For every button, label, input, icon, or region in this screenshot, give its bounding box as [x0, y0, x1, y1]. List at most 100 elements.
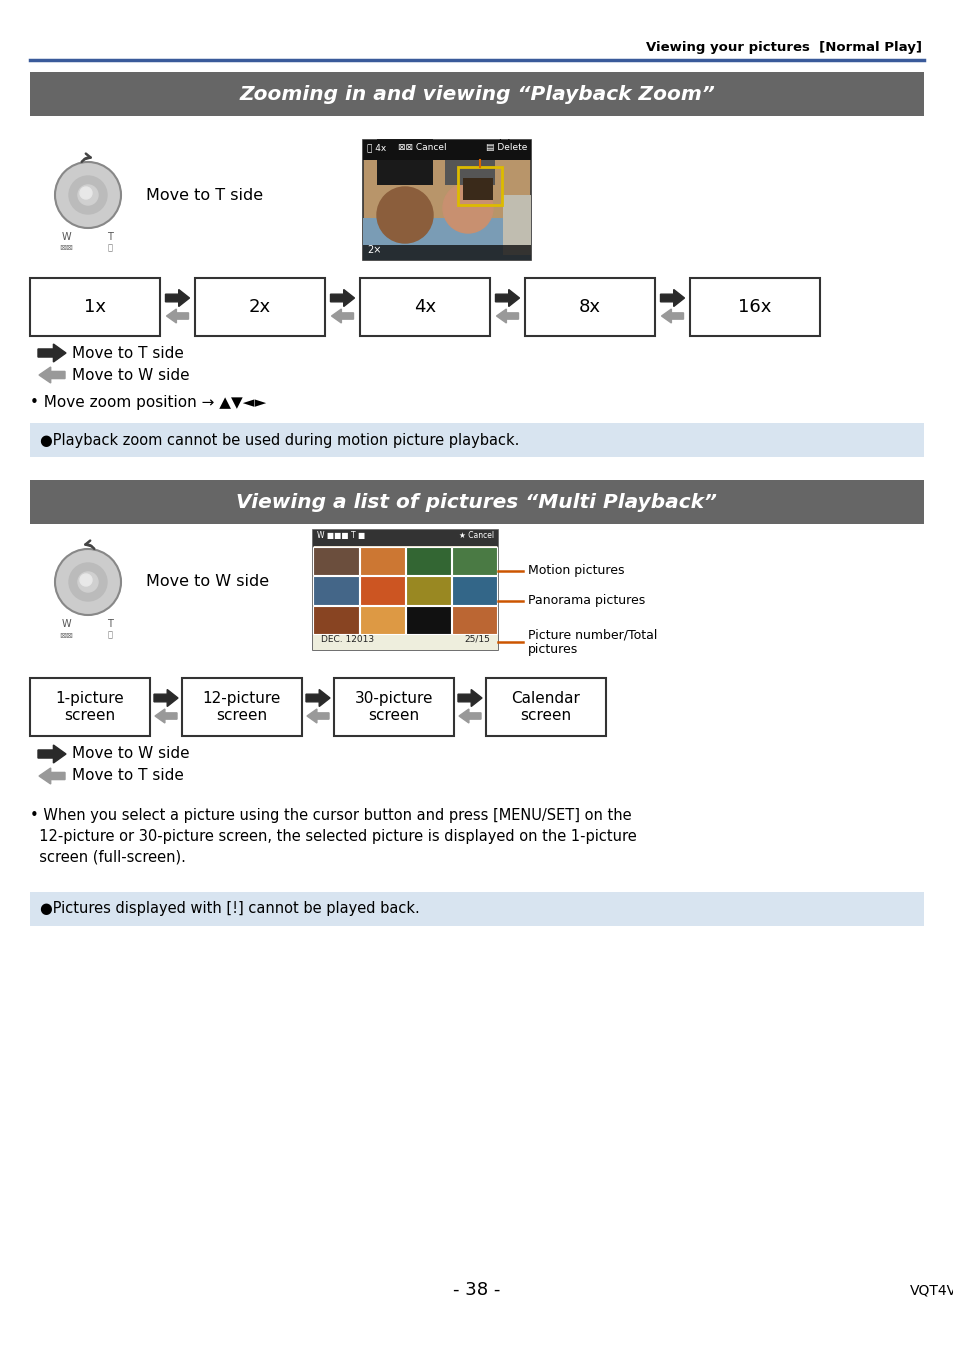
Text: 1-picture
screen: 1-picture screen: [55, 691, 124, 723]
FancyBboxPatch shape: [363, 246, 531, 261]
Text: ★ Cancel: ★ Cancel: [458, 531, 494, 540]
Text: Current zoom position: Current zoom position: [388, 140, 525, 152]
FancyBboxPatch shape: [376, 138, 433, 185]
FancyBboxPatch shape: [313, 531, 497, 546]
Text: Zooming in and viewing “Playback Zoom”: Zooming in and viewing “Playback Zoom”: [239, 84, 714, 103]
Polygon shape: [165, 289, 190, 307]
Circle shape: [78, 185, 98, 205]
Text: Picture number/Total
pictures: Picture number/Total pictures: [527, 628, 657, 655]
Text: W ■■■ T ■: W ■■■ T ■: [316, 531, 365, 540]
Polygon shape: [38, 345, 66, 362]
Polygon shape: [39, 366, 65, 383]
FancyBboxPatch shape: [359, 547, 405, 575]
Text: 16x: 16x: [738, 299, 771, 316]
Text: ⛮ 4x: ⛮ 4x: [367, 142, 386, 152]
FancyBboxPatch shape: [313, 634, 497, 650]
Circle shape: [55, 550, 121, 615]
FancyBboxPatch shape: [359, 577, 405, 605]
Polygon shape: [458, 708, 480, 723]
Text: Viewing a list of pictures “Multi Playback”: Viewing a list of pictures “Multi Playba…: [236, 493, 717, 512]
Circle shape: [376, 187, 433, 243]
Polygon shape: [660, 309, 682, 323]
FancyBboxPatch shape: [452, 577, 497, 605]
FancyBboxPatch shape: [359, 278, 490, 337]
FancyBboxPatch shape: [502, 195, 531, 255]
FancyBboxPatch shape: [30, 892, 923, 925]
Polygon shape: [659, 289, 684, 307]
Text: ⌕: ⌕: [108, 631, 112, 639]
FancyBboxPatch shape: [462, 178, 493, 199]
Polygon shape: [39, 768, 65, 784]
Text: Motion pictures: Motion pictures: [527, 565, 624, 577]
FancyBboxPatch shape: [30, 278, 160, 337]
Text: Move to W side: Move to W side: [71, 368, 190, 383]
Polygon shape: [496, 309, 518, 323]
Text: VQT4V99: VQT4V99: [909, 1282, 953, 1297]
Text: 30-picture
screen: 30-picture screen: [355, 691, 433, 723]
Text: 2×: 2×: [367, 246, 381, 255]
FancyBboxPatch shape: [30, 678, 150, 735]
Text: Move to W side: Move to W side: [146, 574, 269, 589]
Polygon shape: [38, 745, 66, 763]
Text: ⊠⊠ Cancel: ⊠⊠ Cancel: [397, 142, 446, 152]
Text: • When you select a picture using the cursor button and press [MENU/SET] on the
: • When you select a picture using the cu…: [30, 807, 636, 864]
FancyBboxPatch shape: [334, 678, 454, 735]
FancyBboxPatch shape: [194, 278, 325, 337]
FancyBboxPatch shape: [30, 480, 923, 524]
FancyBboxPatch shape: [313, 531, 497, 650]
Text: ⊠⊠: ⊠⊠: [59, 631, 73, 639]
FancyBboxPatch shape: [406, 577, 451, 605]
Text: 2x: 2x: [249, 299, 271, 316]
Text: ⊠⊠: ⊠⊠: [59, 243, 73, 252]
Polygon shape: [331, 309, 354, 323]
Text: Panorama pictures: Panorama pictures: [527, 594, 644, 607]
FancyBboxPatch shape: [485, 678, 605, 735]
FancyBboxPatch shape: [363, 140, 531, 261]
Text: Calendar
screen: Calendar screen: [511, 691, 579, 723]
Circle shape: [80, 187, 91, 199]
Text: Move to T side: Move to T side: [146, 187, 263, 202]
FancyBboxPatch shape: [314, 605, 358, 634]
Text: Move to T side: Move to T side: [71, 346, 184, 361]
FancyBboxPatch shape: [359, 605, 405, 634]
Text: • Move zoom position → ▲▼◄►: • Move zoom position → ▲▼◄►: [30, 395, 266, 411]
Circle shape: [69, 563, 107, 601]
Circle shape: [55, 161, 121, 228]
Text: Move to W side: Move to W side: [71, 746, 190, 761]
FancyBboxPatch shape: [314, 547, 358, 575]
Polygon shape: [307, 708, 329, 723]
FancyBboxPatch shape: [363, 218, 531, 261]
Text: Viewing your pictures  [Normal Play]: Viewing your pictures [Normal Play]: [645, 42, 921, 54]
FancyBboxPatch shape: [363, 140, 531, 160]
FancyBboxPatch shape: [452, 547, 497, 575]
Polygon shape: [153, 689, 178, 707]
FancyBboxPatch shape: [30, 72, 923, 115]
Circle shape: [442, 183, 493, 233]
Text: T: T: [107, 619, 112, 630]
Text: Move to T side: Move to T side: [71, 768, 184, 783]
Polygon shape: [330, 289, 355, 307]
Text: - 38 -: - 38 -: [453, 1281, 500, 1299]
Text: ▤ Delete: ▤ Delete: [485, 142, 526, 152]
Circle shape: [78, 573, 98, 592]
Text: W: W: [61, 619, 71, 630]
Text: W: W: [61, 232, 71, 242]
Polygon shape: [495, 289, 519, 307]
FancyBboxPatch shape: [406, 547, 451, 575]
Text: 8x: 8x: [578, 299, 600, 316]
Polygon shape: [306, 689, 330, 707]
FancyBboxPatch shape: [452, 605, 497, 634]
Circle shape: [80, 574, 91, 586]
Circle shape: [69, 176, 107, 214]
Text: DEC. 12013: DEC. 12013: [320, 635, 374, 645]
Text: ●Pictures displayed with [!] cannot be played back.: ●Pictures displayed with [!] cannot be p…: [40, 901, 419, 916]
FancyBboxPatch shape: [182, 678, 302, 735]
Text: ⌕: ⌕: [108, 243, 112, 252]
Polygon shape: [167, 309, 189, 323]
FancyBboxPatch shape: [444, 142, 495, 185]
Text: 12-picture
screen: 12-picture screen: [203, 691, 281, 723]
Polygon shape: [154, 708, 177, 723]
FancyBboxPatch shape: [406, 605, 451, 634]
FancyBboxPatch shape: [524, 278, 655, 337]
Polygon shape: [457, 689, 481, 707]
